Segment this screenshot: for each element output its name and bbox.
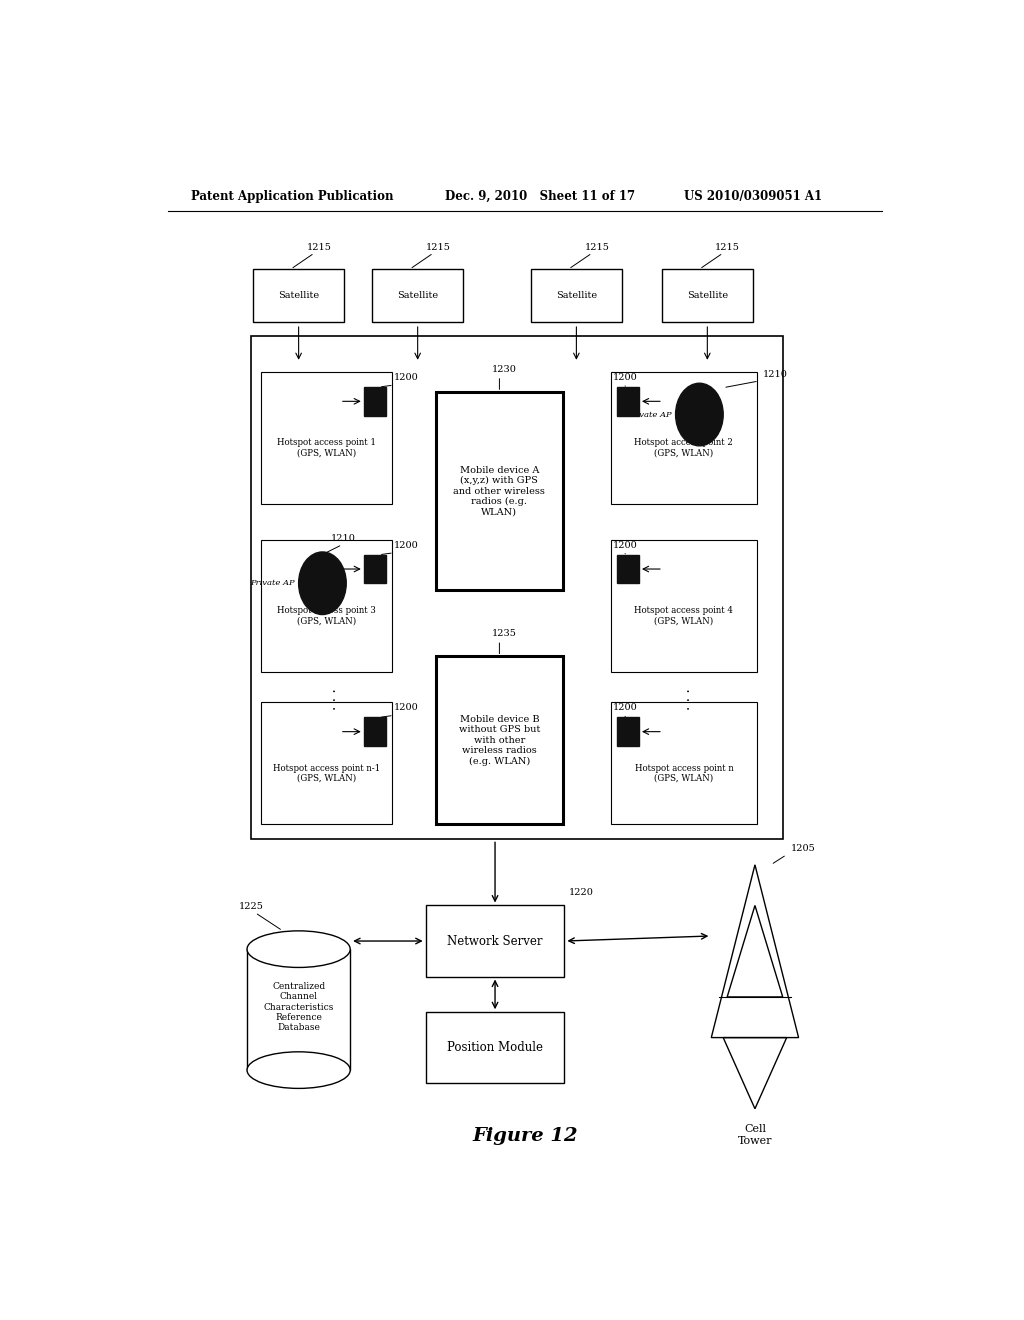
- Text: Satellite: Satellite: [556, 292, 597, 300]
- Ellipse shape: [299, 552, 346, 615]
- Bar: [610, 702, 758, 824]
- Text: 1200: 1200: [394, 541, 419, 549]
- Text: Position Module: Position Module: [447, 1041, 543, 1055]
- Bar: [364, 554, 386, 583]
- Bar: [426, 1012, 564, 1084]
- Bar: [530, 269, 622, 322]
- Text: Satellite: Satellite: [397, 292, 438, 300]
- Bar: [261, 372, 392, 504]
- Bar: [610, 372, 758, 504]
- Text: Satellite: Satellite: [687, 292, 728, 300]
- Bar: [364, 718, 386, 746]
- Text: US 2010/0309051 A1: US 2010/0309051 A1: [684, 190, 821, 202]
- Text: 1230: 1230: [492, 364, 516, 374]
- Bar: [610, 540, 758, 672]
- Text: 1220: 1220: [568, 888, 593, 898]
- Text: 1210: 1210: [331, 533, 355, 543]
- Text: Hotspot access point n-1
(GPS, WLAN): Hotspot access point n-1 (GPS, WLAN): [273, 764, 381, 783]
- Text: · · ·: · · ·: [683, 688, 697, 710]
- Bar: [261, 540, 392, 672]
- Bar: [247, 949, 350, 1071]
- Text: · · ·: · · ·: [329, 688, 343, 710]
- Bar: [251, 337, 782, 840]
- Text: 1225: 1225: [239, 902, 264, 911]
- Text: 1215: 1215: [585, 243, 609, 252]
- Text: Hotspot access point 2
(GPS, WLAN): Hotspot access point 2 (GPS, WLAN): [635, 438, 733, 458]
- Text: Cell
Tower: Cell Tower: [737, 1125, 772, 1146]
- Bar: [253, 269, 344, 322]
- Text: Network Server: Network Server: [447, 935, 543, 948]
- Bar: [436, 392, 563, 590]
- Text: 1215: 1215: [306, 243, 332, 252]
- Text: Centralized
Channel
Characteristics
Reference
Database: Centralized Channel Characteristics Refe…: [263, 982, 334, 1032]
- Bar: [616, 387, 639, 416]
- Text: 1235: 1235: [492, 630, 516, 638]
- Bar: [616, 554, 639, 583]
- Text: 1200: 1200: [613, 704, 638, 713]
- Text: Mobile device B
without GPS but
with other
wireless radios
(e.g. WLAN): Mobile device B without GPS but with oth…: [459, 715, 540, 766]
- Text: Hotspot access point 3
(GPS, WLAN): Hotspot access point 3 (GPS, WLAN): [278, 606, 376, 626]
- Ellipse shape: [247, 1052, 350, 1089]
- Bar: [364, 387, 386, 416]
- Text: 1200: 1200: [613, 374, 638, 381]
- Text: Hotspot access point 4
(GPS, WLAN): Hotspot access point 4 (GPS, WLAN): [635, 606, 733, 626]
- Ellipse shape: [247, 931, 350, 968]
- Text: 1200: 1200: [394, 704, 419, 713]
- Bar: [372, 269, 463, 322]
- Text: Mobile device A
(x,y,z) with GPS
and other wireless
radios (e.g.
WLAN): Mobile device A (x,y,z) with GPS and oth…: [454, 466, 546, 516]
- Text: Satellite: Satellite: [279, 292, 319, 300]
- Text: 1215: 1215: [426, 243, 451, 252]
- Text: 1210: 1210: [763, 370, 787, 379]
- Text: Patent Application Publication: Patent Application Publication: [191, 190, 394, 202]
- Text: Private AP: Private AP: [250, 579, 295, 587]
- Text: 1200: 1200: [394, 374, 419, 381]
- Bar: [436, 656, 563, 824]
- Bar: [426, 906, 564, 977]
- Ellipse shape: [676, 383, 723, 446]
- Text: 1200: 1200: [613, 541, 638, 549]
- Text: 1205: 1205: [791, 843, 815, 853]
- Text: Dec. 9, 2010   Sheet 11 of 17: Dec. 9, 2010 Sheet 11 of 17: [445, 190, 636, 202]
- Bar: [662, 269, 753, 322]
- Bar: [616, 718, 639, 746]
- Text: Hotspot access point n
(GPS, WLAN): Hotspot access point n (GPS, WLAN): [635, 764, 733, 783]
- Bar: [261, 702, 392, 824]
- Text: Private AP: Private AP: [627, 411, 672, 418]
- Text: Hotspot access point 1
(GPS, WLAN): Hotspot access point 1 (GPS, WLAN): [278, 438, 376, 458]
- Text: 1215: 1215: [715, 243, 740, 252]
- Text: Figure 12: Figure 12: [472, 1127, 578, 1146]
